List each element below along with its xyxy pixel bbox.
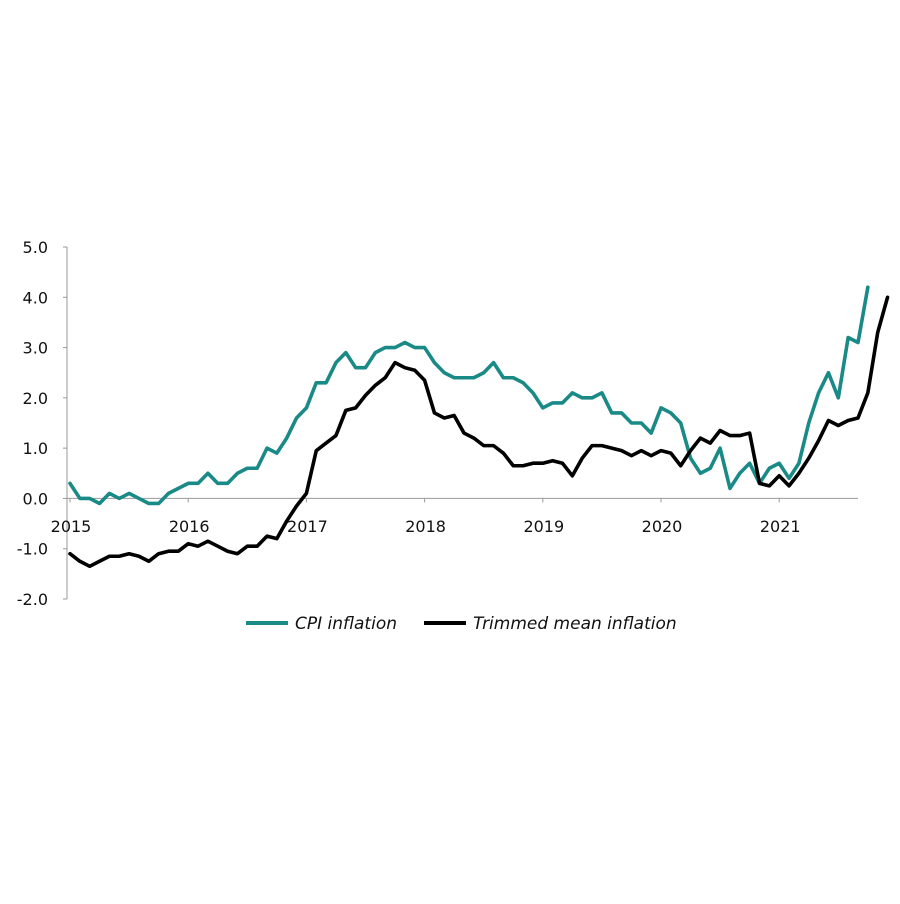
- trimmed-mean-inflation-line: [68, 295, 890, 569]
- y-axis-ticks: 5.0 4.0 3.0 2.0 1.0 0.0 -1.0 -2.0: [17, 238, 67, 609]
- x-tick-label: 2017: [287, 517, 328, 536]
- x-tick-label: 2018: [405, 517, 446, 536]
- x-tick-label: 2015: [51, 517, 92, 536]
- y-tick-label: 1.0: [23, 439, 48, 458]
- legend-label: CPI inflation: [295, 614, 397, 634]
- y-tick-label: 3.0: [23, 339, 48, 358]
- y-tick-label: 4.0: [23, 288, 48, 307]
- cpi-inflation-line: [68, 285, 870, 506]
- series-lines: [68, 285, 890, 569]
- x-tick-label: 2019: [523, 517, 564, 536]
- legend-label: Trimmed mean inflation: [473, 614, 677, 634]
- x-tick-label: 2020: [642, 517, 683, 536]
- x-axis-ticks: 2015 2016 2017 2018 2019 2020 2021: [51, 498, 801, 536]
- y-tick-label: -1.0: [17, 540, 48, 559]
- legend: CPI inflation Trimmed mean inflation: [246, 614, 677, 634]
- y-tick-label: -2.0: [17, 590, 48, 609]
- y-tick-label: 0.0: [23, 489, 48, 508]
- y-tick-label: 2.0: [23, 389, 48, 408]
- x-tick-label: 2016: [169, 517, 210, 536]
- y-tick-label: 5.0: [23, 238, 48, 257]
- axes: [66, 247, 858, 599]
- x-tick-label: 2021: [760, 517, 801, 536]
